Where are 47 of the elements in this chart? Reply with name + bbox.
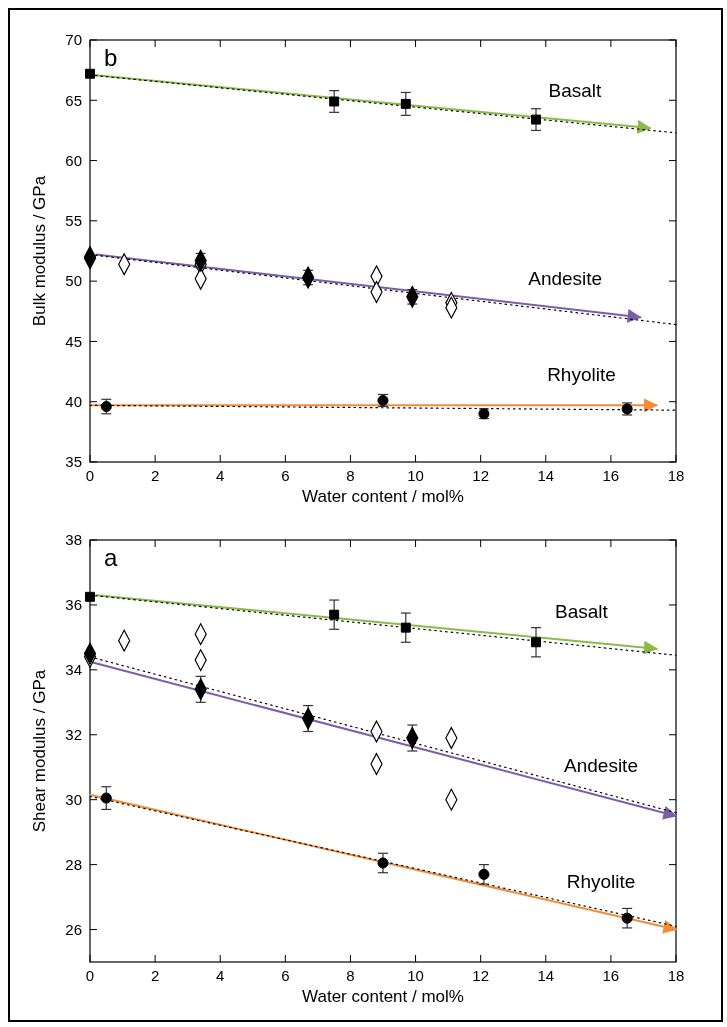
x-tick-label: 12	[472, 967, 490, 984]
series-label: Basalt	[555, 600, 609, 622]
x-tick-label: 6	[281, 967, 290, 984]
x-tick-label: 16	[602, 467, 620, 484]
x-tick-label: 2	[150, 967, 160, 984]
x-axis-title: Water content / mol%	[302, 487, 464, 506]
x-tick-label: 14	[537, 467, 555, 484]
y-tick-label: 50	[65, 272, 82, 290]
x-tick-label: 18	[667, 467, 685, 484]
y-axis-title: Bulk modulus / GPa	[30, 175, 49, 327]
series-label: Rhyolite	[566, 871, 636, 893]
y-tick-label: 60	[65, 151, 82, 169]
chart-title: b	[104, 44, 118, 71]
x-tick-label: 0	[85, 467, 95, 484]
x-tick-label: 10	[407, 967, 424, 984]
y-tick-label: 70	[65, 31, 82, 49]
x-tick-label: 8	[346, 467, 355, 484]
series-label: Andesite	[528, 267, 603, 289]
y-tick-label: 30	[65, 790, 82, 808]
y-tick-label: 45	[65, 332, 82, 350]
y-tick-label: 36	[65, 596, 82, 614]
y-tick-label: 28	[65, 855, 82, 873]
x-tick-label: 18	[667, 967, 685, 984]
y-axis-title: Shear modulus / GPa	[30, 669, 49, 833]
chart-title: a	[104, 544, 118, 571]
series-label: Andesite	[564, 755, 638, 777]
x-tick-label: 6	[281, 467, 290, 484]
x-tick-label: 16	[602, 967, 620, 984]
y-tick-label: 32	[65, 726, 82, 744]
y-tick-label: 65	[65, 91, 82, 109]
x-tick-label: 2	[150, 467, 160, 484]
y-tick-label: 55	[65, 212, 82, 230]
series-label: Rhyolite	[547, 364, 616, 386]
y-tick-label: 40	[65, 392, 82, 410]
x-tick-label: 10	[407, 467, 424, 484]
y-tick-label: 38	[65, 531, 82, 549]
x-tick-label: 0	[85, 967, 95, 984]
x-tick-label: 12	[472, 467, 490, 484]
x-tick-label: 14	[537, 967, 555, 984]
x-axis-title: Water content / mol%	[302, 987, 464, 1006]
series-label: Basalt	[548, 79, 603, 101]
x-tick-label: 4	[216, 967, 225, 984]
y-tick-label: 26	[65, 920, 82, 938]
y-tick-label: 35	[65, 453, 82, 471]
x-tick-label: 4	[216, 467, 225, 484]
y-tick-label: 34	[65, 661, 82, 679]
x-tick-label: 8	[346, 967, 355, 984]
